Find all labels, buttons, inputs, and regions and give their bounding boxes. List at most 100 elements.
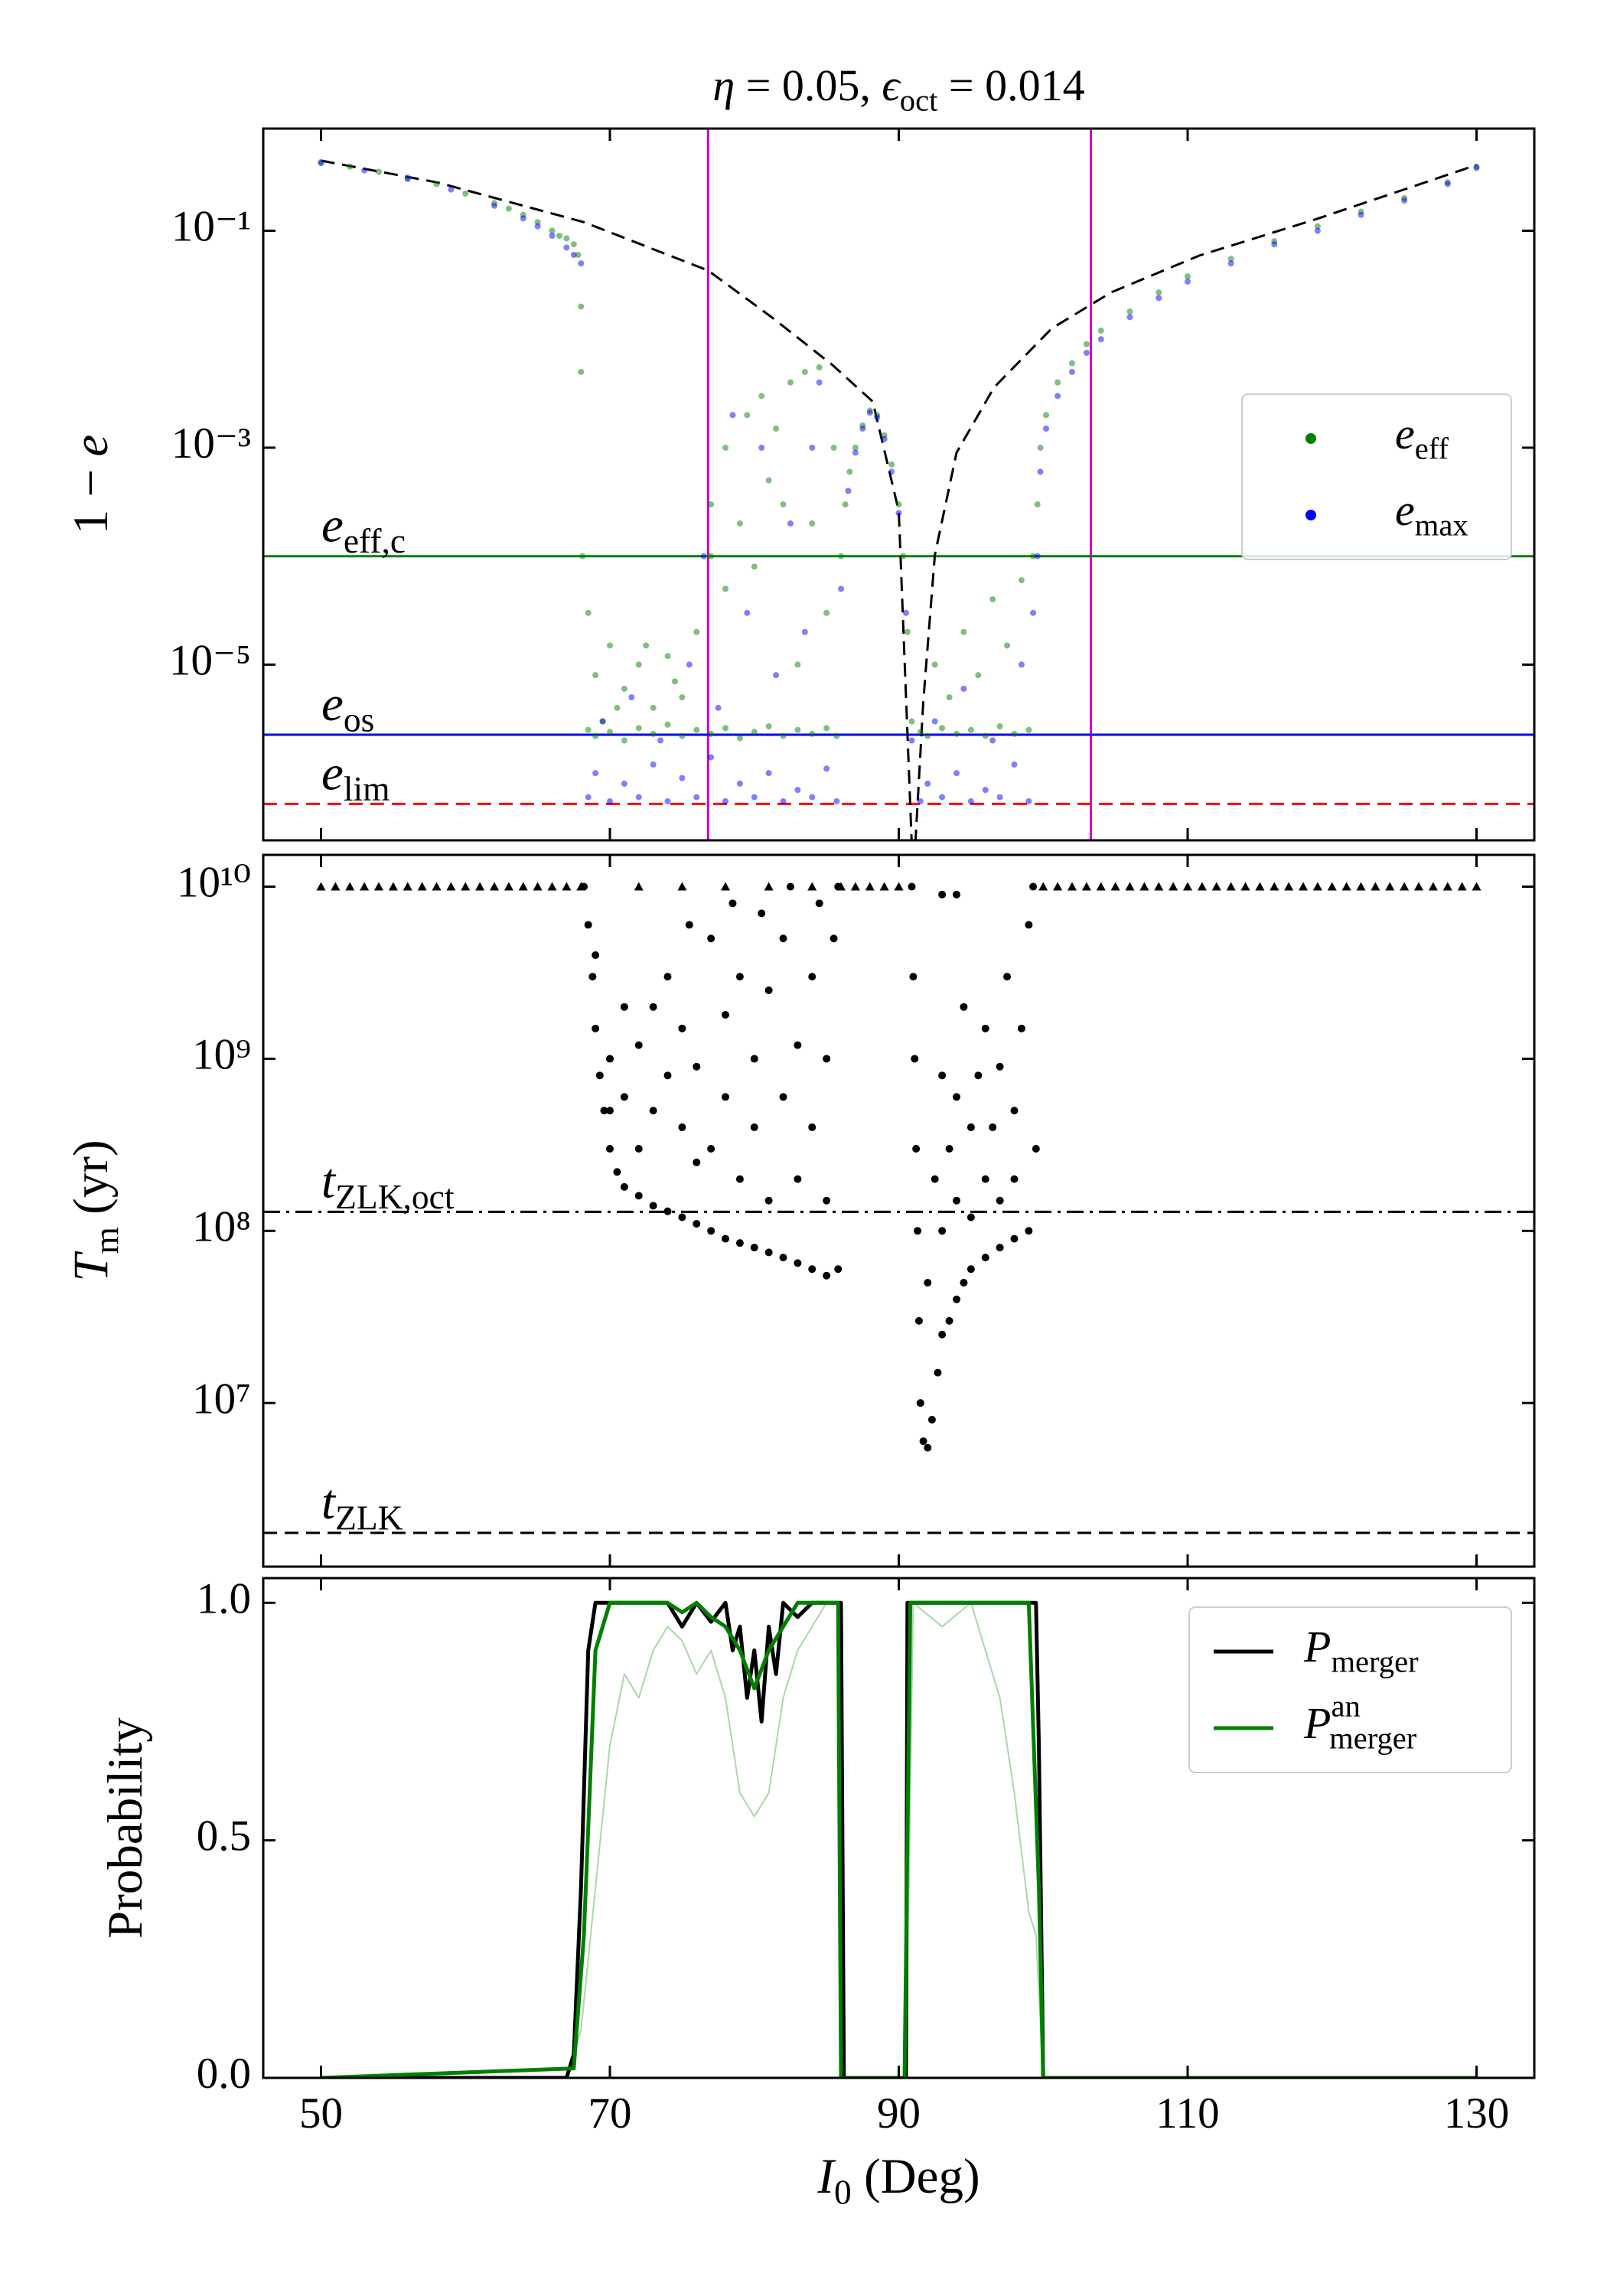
point xyxy=(967,797,974,804)
point xyxy=(621,737,627,744)
point xyxy=(996,794,1003,801)
point xyxy=(614,704,621,711)
point xyxy=(894,882,904,891)
point xyxy=(578,260,585,267)
point xyxy=(1096,882,1106,891)
point xyxy=(895,501,902,508)
point xyxy=(808,1123,817,1131)
point xyxy=(1211,882,1221,891)
reference-label: elim xyxy=(321,745,390,808)
point xyxy=(520,215,526,222)
point xyxy=(580,882,588,891)
y-axis-label: Tm (yr) xyxy=(64,1140,126,1281)
point xyxy=(960,685,967,692)
point xyxy=(1025,921,1033,929)
point xyxy=(679,694,686,701)
point xyxy=(722,725,729,732)
point xyxy=(765,477,772,484)
point xyxy=(981,1024,989,1032)
point xyxy=(914,1227,922,1235)
point xyxy=(838,553,844,559)
point xyxy=(606,1107,614,1115)
point xyxy=(765,723,772,730)
point xyxy=(816,379,823,386)
point xyxy=(1043,426,1050,432)
subscript: eff xyxy=(1415,432,1449,466)
legend-label: Pan merger xyxy=(1303,1689,1417,1756)
point xyxy=(664,653,671,660)
point xyxy=(751,729,758,735)
point xyxy=(595,1071,604,1080)
subscript: ZLK xyxy=(335,1499,403,1538)
point xyxy=(1097,336,1104,343)
reference-label: eos xyxy=(321,677,374,739)
point xyxy=(924,1443,932,1452)
point xyxy=(693,1062,701,1071)
point xyxy=(686,661,693,668)
plot-area xyxy=(263,882,1534,1534)
point xyxy=(911,1055,919,1063)
label-part: t xyxy=(321,1153,337,1208)
point xyxy=(1312,882,1322,891)
point xyxy=(773,426,780,432)
point xyxy=(607,642,613,649)
point xyxy=(934,1368,942,1377)
subscript: os xyxy=(344,700,374,739)
point xyxy=(816,364,823,371)
point xyxy=(708,553,715,559)
point xyxy=(834,882,843,891)
point xyxy=(620,1182,628,1191)
point xyxy=(678,1123,686,1131)
point xyxy=(808,1265,817,1274)
point xyxy=(823,609,830,616)
point xyxy=(575,251,582,258)
point xyxy=(735,1175,744,1183)
point xyxy=(750,1123,758,1131)
point xyxy=(809,730,816,737)
point xyxy=(1018,661,1025,668)
point xyxy=(794,1175,802,1183)
point xyxy=(388,882,398,891)
label-part: e xyxy=(1395,409,1415,458)
label-part: e xyxy=(321,498,344,553)
point xyxy=(679,775,686,781)
point xyxy=(758,444,765,451)
point xyxy=(578,303,585,310)
point xyxy=(888,461,895,468)
point xyxy=(722,1093,729,1101)
point xyxy=(904,628,911,635)
point xyxy=(592,1024,600,1032)
point xyxy=(982,787,989,794)
x-tick-label: 90 xyxy=(877,2089,921,2138)
point xyxy=(809,520,816,527)
point xyxy=(801,628,808,635)
label-part: T xyxy=(64,1251,119,1282)
point xyxy=(1356,882,1366,891)
point xyxy=(939,725,946,732)
y-tick-label: 10⁻³ xyxy=(171,419,251,468)
point xyxy=(1029,882,1038,891)
point xyxy=(1010,1107,1019,1115)
point xyxy=(960,628,967,635)
point xyxy=(663,1207,672,1215)
point xyxy=(1270,882,1279,891)
point xyxy=(902,609,909,616)
point xyxy=(715,704,722,711)
point xyxy=(794,726,801,733)
point xyxy=(916,1399,924,1407)
point xyxy=(765,770,772,777)
subscript: ZLK,oct xyxy=(335,1177,455,1216)
point xyxy=(374,882,383,891)
point xyxy=(693,1219,701,1228)
y-tick-label: 10⁸ xyxy=(192,1202,251,1251)
point xyxy=(750,1055,758,1063)
superscript: an xyxy=(1331,1689,1360,1724)
point xyxy=(707,1145,715,1153)
point xyxy=(585,794,592,801)
point xyxy=(787,520,794,527)
point xyxy=(585,609,592,616)
point xyxy=(786,882,794,891)
point xyxy=(989,1123,997,1131)
